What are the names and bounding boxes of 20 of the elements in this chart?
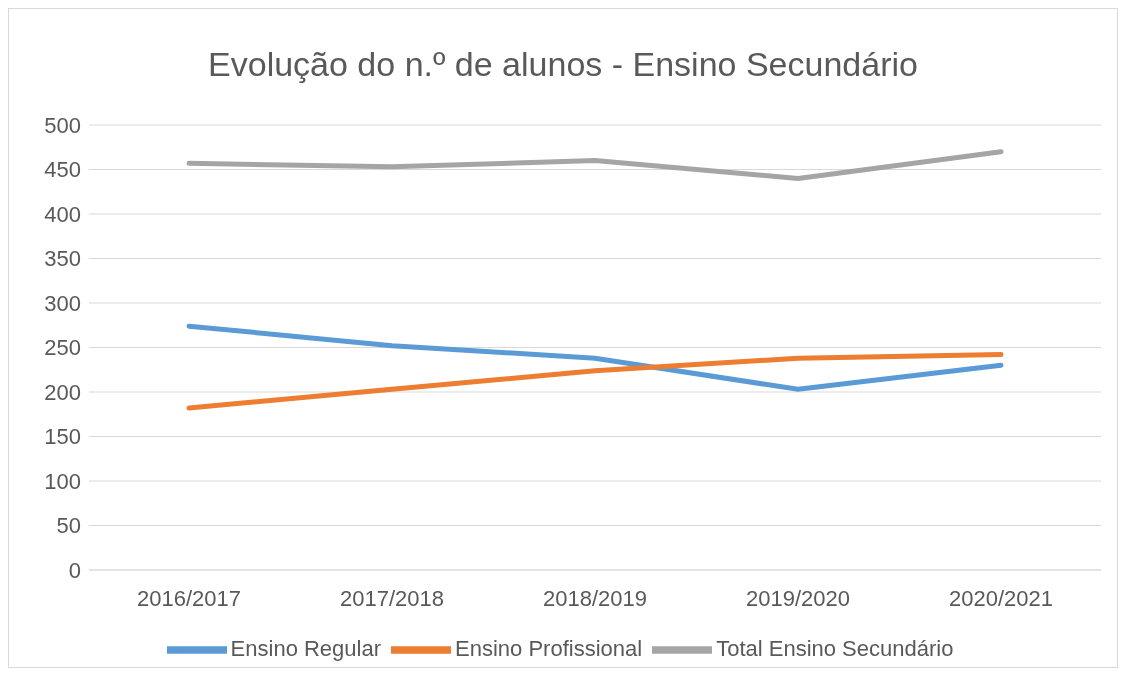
- x-tick-label: 2020/2021: [949, 585, 1053, 611]
- legend-label: Ensino Regular: [230, 635, 382, 661]
- legend-label: Total Ensino Secundário: [716, 635, 954, 661]
- y-tick-label: 450: [44, 157, 81, 183]
- y-tick-label: 250: [44, 335, 81, 361]
- y-tick-label: 100: [44, 468, 81, 494]
- legend-label: Ensino Profissional: [455, 635, 643, 661]
- x-tick-label: 2016/2017: [137, 585, 241, 611]
- y-tick-label: 300: [44, 290, 81, 316]
- y-tick-label: 0: [68, 557, 81, 583]
- y-tick-label: 400: [44, 201, 81, 227]
- x-tick-label: 2019/2020: [746, 585, 850, 611]
- y-tick-label: 150: [44, 424, 81, 450]
- y-tick-label: 350: [44, 246, 81, 272]
- y-tick-label: 200: [44, 379, 81, 405]
- chart-title: Evolução do n.º de alunos - Ensino Secundário: [207, 44, 919, 85]
- x-tick-label: 2017/2018: [340, 585, 444, 611]
- y-tick-label: 500: [44, 112, 81, 138]
- y-tick-label: 50: [56, 513, 81, 539]
- x-tick-label: 2018/2019: [543, 585, 647, 611]
